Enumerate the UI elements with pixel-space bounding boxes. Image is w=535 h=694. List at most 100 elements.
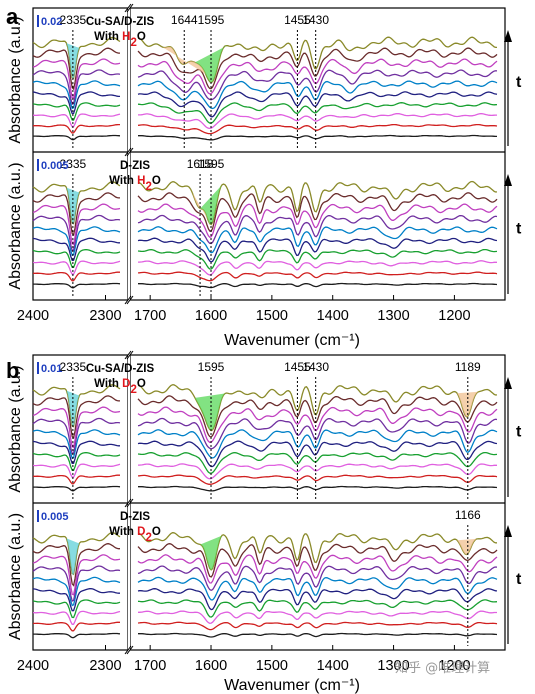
series-line-2-right (137, 474, 498, 485)
series-line-10-right (137, 532, 498, 571)
series-line-4-right (137, 599, 498, 618)
x-tick-label: 1400 (317, 308, 349, 324)
series-line-2-left (32, 474, 120, 485)
sample-label: Cu-SA/D-ZIS (86, 16, 155, 28)
series-line-7-left (32, 417, 121, 455)
series-line-1-left (33, 134, 121, 141)
series-line-2-right (137, 621, 498, 631)
x-tick-label: 1400 (317, 658, 349, 674)
y-axis-label: Absorbance (a.u.) (7, 162, 24, 289)
watermark-text: 知乎 @唯理计算 (395, 660, 490, 676)
x-tick-label: 1700 (134, 658, 166, 674)
series-line-6-right (137, 226, 498, 254)
series-line-4-left (32, 452, 121, 471)
series-line-3-right (138, 112, 497, 130)
x-axis-label: Wavenumer (cm⁻¹) (224, 332, 360, 349)
break-mark (126, 3, 134, 13)
series-line-5-left (32, 440, 120, 465)
band-fill-1178 (457, 391, 479, 417)
sample-label: D-ZIS (120, 511, 150, 523)
series-line-3-left (32, 610, 121, 625)
series-line-9-right (137, 47, 498, 90)
series-line-9-left (32, 395, 120, 440)
peak-label-1595: 1595 (198, 360, 225, 374)
series-line-3-left (32, 260, 121, 275)
subplot-b-bottom: 1166 0.005 D-ZIS With D2O t (32, 508, 522, 646)
series-line-5-right (137, 588, 498, 611)
series-line-8-right (137, 58, 498, 95)
condition-label: With H2O (109, 175, 161, 193)
series-line-5-left (32, 91, 120, 115)
series-line-4-right (137, 102, 498, 124)
panel-letter-a: a (6, 4, 19, 29)
peak-label-1430: 1430 (302, 13, 329, 27)
series-line-9-right (137, 192, 498, 232)
condition-label: With D2O (94, 378, 146, 396)
series-line-8-right (137, 203, 498, 238)
scale-value: 0.005 (41, 511, 69, 523)
peak-label-1455: 1455 (284, 360, 311, 374)
band-fill-1600 (195, 393, 228, 431)
x-tick-label: 1600 (195, 308, 227, 324)
peak-label-1618: 1618 (187, 157, 214, 171)
scale-value: 0.01 (41, 363, 62, 375)
series-line-6-left (32, 429, 121, 459)
x-tick-label: 1600 (195, 658, 227, 674)
peak-label-1455: 1455 (284, 13, 311, 27)
scale-value: 0.02 (41, 16, 62, 28)
axis-break-gap (128, 353, 130, 652)
band-fill-2345 (66, 538, 80, 576)
series-line-3-right (138, 610, 497, 624)
series-line-8-left (32, 406, 121, 449)
series-line-5-left (32, 588, 120, 612)
scale-value: 0.005 (41, 160, 69, 172)
break-mark (126, 295, 134, 305)
series-line-9-right (137, 395, 498, 438)
series-line-1-right (138, 282, 498, 289)
series-line-6-left (32, 80, 121, 110)
panel-letter-b: b (6, 358, 19, 383)
peak-label-1430: 1430 (302, 360, 329, 374)
series-line-4-right (137, 451, 498, 474)
up-arrow-icon (504, 30, 512, 42)
series-line-7-left (32, 565, 121, 602)
series-line-7-right (137, 565, 498, 592)
peak-label-2335: 2335 (60, 157, 87, 171)
up-arrow-icon (504, 525, 512, 537)
peak-label-1189: 1189 (455, 360, 481, 374)
band-fill-1600 (195, 45, 228, 83)
break-mark (126, 350, 134, 360)
series-line-9-left (32, 47, 120, 91)
band-fill-2345 (66, 43, 80, 79)
band-fill-1600 (200, 535, 222, 570)
time-label: t (516, 571, 522, 588)
series-line-5-right (137, 237, 498, 263)
series-line-8-right (137, 554, 498, 584)
x-tick-label: 1500 (256, 308, 288, 324)
series-line-6-right (137, 576, 498, 601)
frame-right (129, 7, 506, 301)
series-line-4-right (137, 248, 498, 270)
series-line-7-left (32, 69, 121, 105)
frame-left (32, 7, 129, 301)
peak-label-1166: 1166 (455, 508, 481, 522)
peak-label-1595: 1595 (198, 13, 225, 27)
x-tick-label: 1300 (377, 658, 409, 674)
series-line-8-right (137, 406, 498, 444)
series-line-2-right (137, 123, 498, 135)
x-tick-label: 2300 (89, 658, 121, 674)
series-line-2-left (32, 123, 120, 134)
series-line-2-left (32, 271, 120, 282)
up-arrow-icon (504, 377, 512, 389)
series-line-4-left (32, 599, 121, 619)
peak-label-1595: 1595 (198, 157, 225, 171)
series-line-9-left (32, 543, 120, 587)
series-line-6-right (137, 80, 498, 110)
series-line-1-right (138, 134, 497, 141)
condition-label: With D2O (109, 526, 161, 544)
